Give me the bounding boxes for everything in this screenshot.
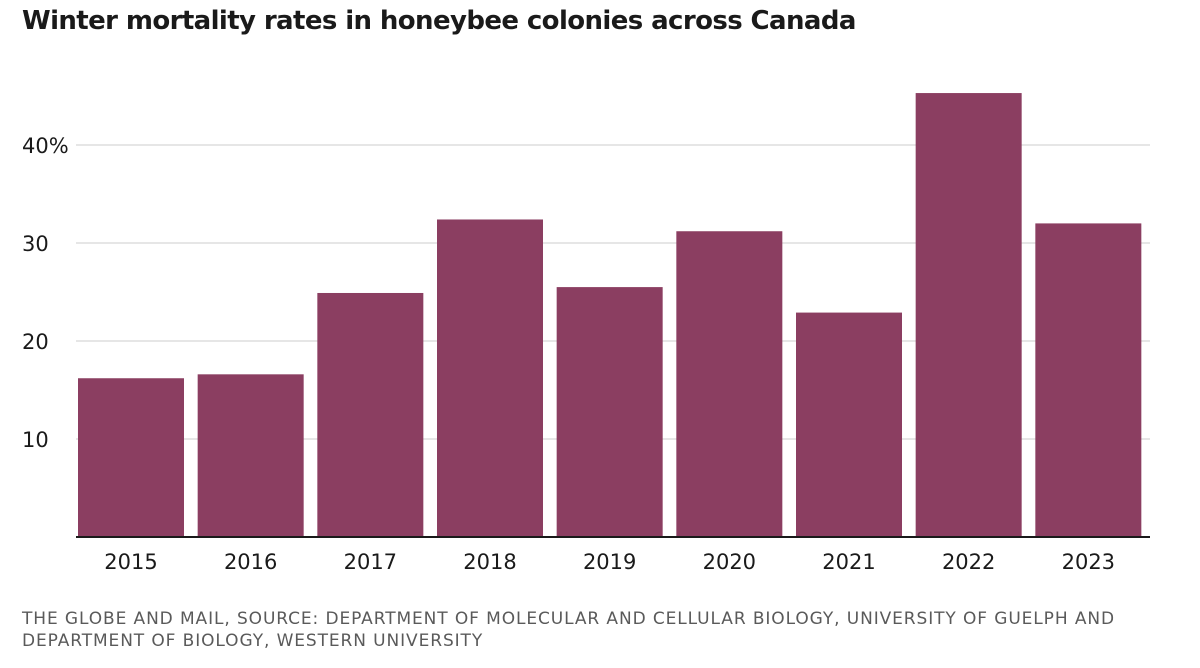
bar-2017 xyxy=(317,292,424,537)
bar-2020 xyxy=(676,231,783,538)
y-tick-label: 10 xyxy=(22,428,49,452)
x-tick-label: 2015 xyxy=(104,550,157,574)
y-tick-label: 20 xyxy=(22,330,49,354)
x-tick-label: 2018 xyxy=(463,550,516,574)
bar-2023 xyxy=(1035,223,1142,537)
bar-2015 xyxy=(78,378,184,537)
bars xyxy=(78,93,1142,538)
x-tick-label: 2021 xyxy=(822,550,875,574)
x-tick-label: 2016 xyxy=(224,550,277,574)
x-tick-label: 2017 xyxy=(344,550,397,574)
bar-2016 xyxy=(197,374,304,537)
bar-2021 xyxy=(796,312,902,537)
tick-labels: 10 20 30 40% 2015 2016 2017 2018 2019 2020 2021 202… xyxy=(22,134,1115,574)
x-tick-label: 2022 xyxy=(942,550,995,574)
bar-2019 xyxy=(556,287,663,537)
source-note: THE GLOBE AND MAIL, SOURCE: DEPARTMENT O… xyxy=(22,609,1115,651)
chart-title: Winter mortality rates in honeybee colon… xyxy=(22,6,856,36)
y-tick-label: 40% xyxy=(22,134,69,158)
bar-2018 xyxy=(437,219,543,538)
y-tick-label: 30 xyxy=(22,232,49,256)
x-tick-label: 2019 xyxy=(583,550,636,574)
bar-2022 xyxy=(915,93,1022,537)
x-tick-label: 2020 xyxy=(703,550,756,574)
x-tick-label: 2023 xyxy=(1062,550,1115,574)
